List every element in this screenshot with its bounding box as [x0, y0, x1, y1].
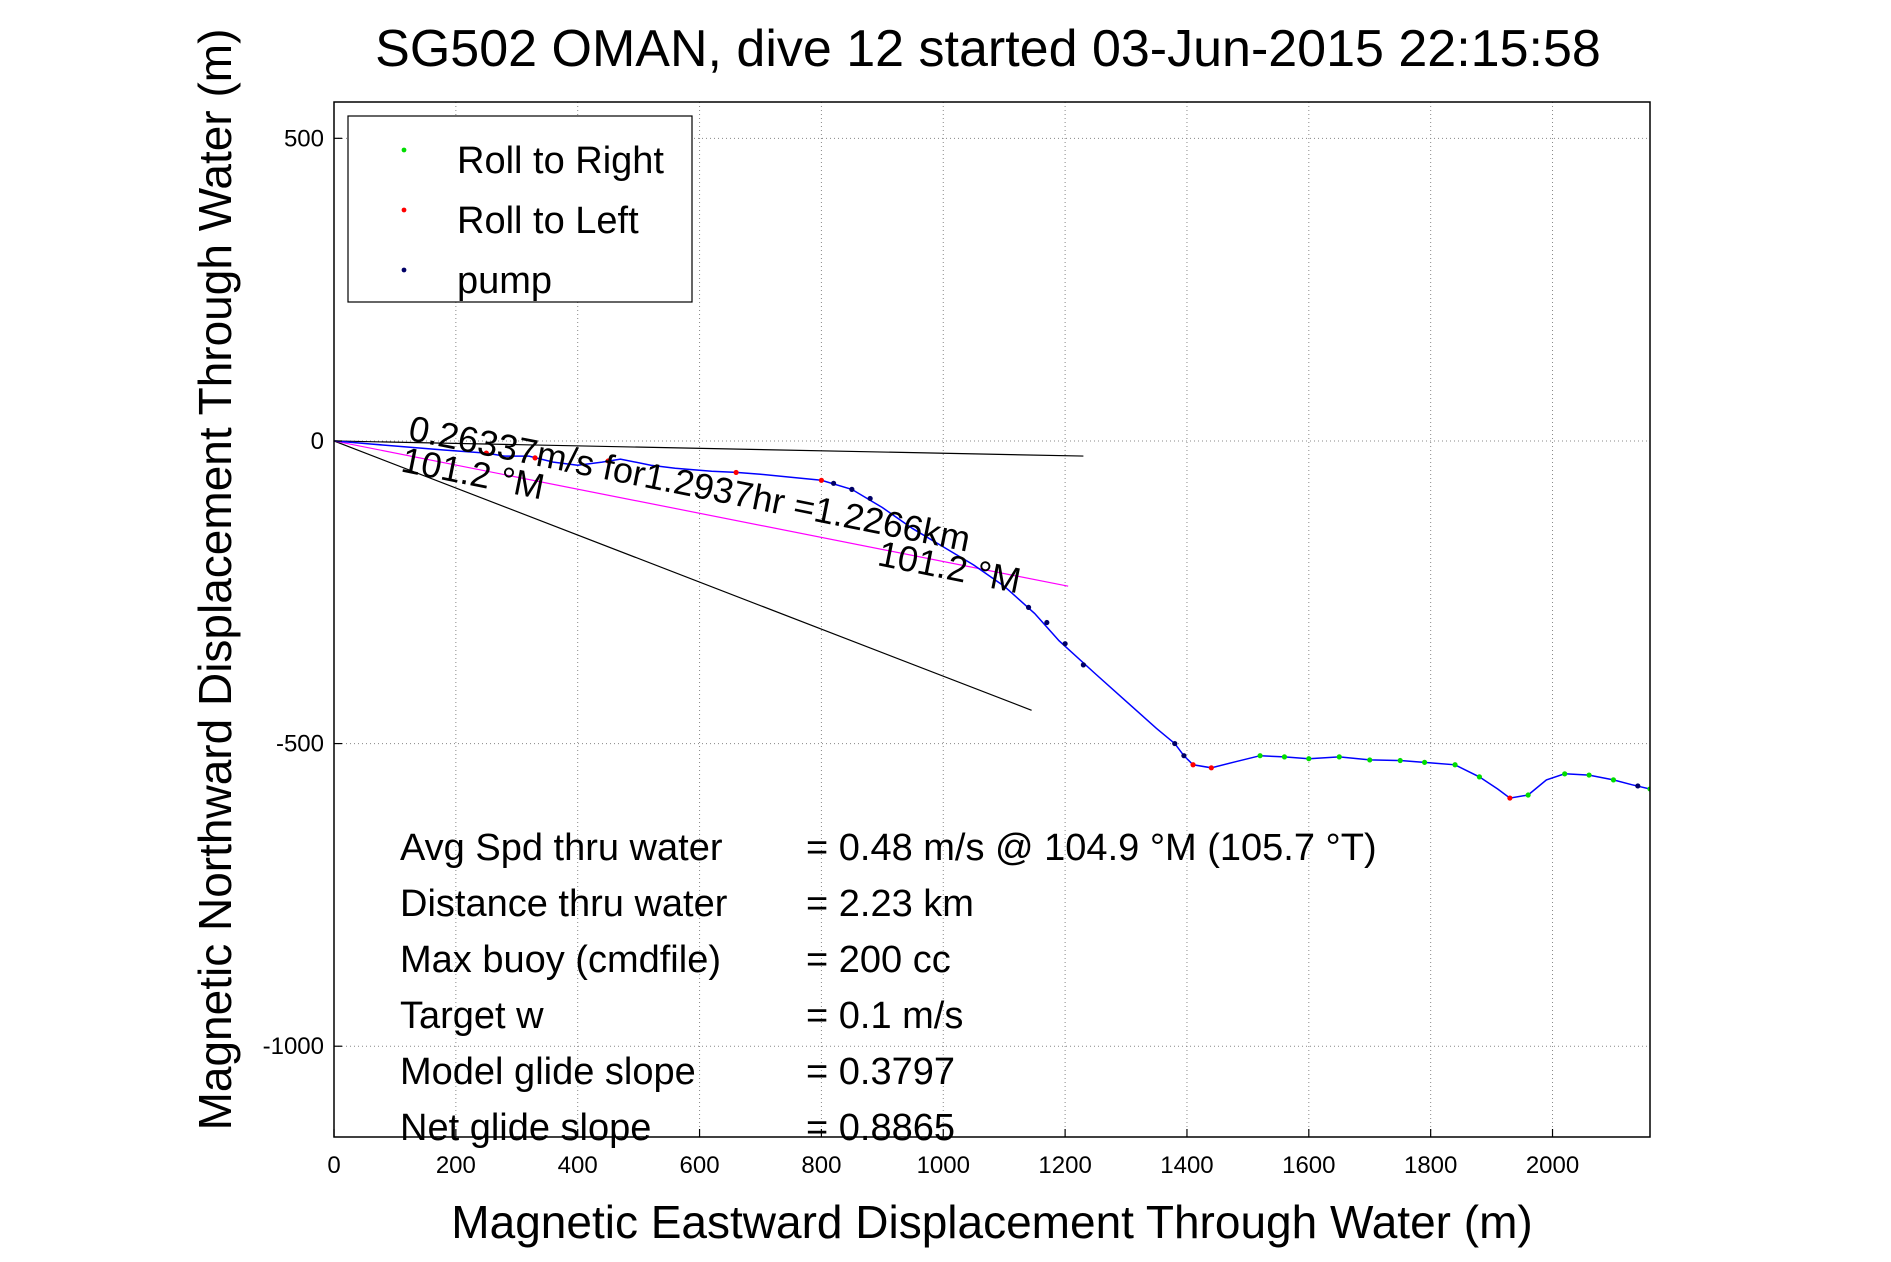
dive-statistics: Avg Spd thru water = 0.48 m/s @ 104.9 °M … [400, 827, 1377, 1149]
x-tick-label: 400 [558, 1152, 598, 1179]
pump-marker [849, 486, 855, 492]
roll-right-marker [1525, 792, 1531, 798]
pump-marker [1172, 740, 1178, 747]
roll-right-marker [1452, 762, 1458, 768]
roll-right-marker [1257, 753, 1263, 759]
roll-left-marker [483, 450, 489, 456]
stat-label: Target w [400, 995, 544, 1037]
legend-swatch [401, 207, 407, 213]
x-tick-label: 1600 [1282, 1152, 1335, 1179]
roll-left-marker [1208, 765, 1214, 771]
pump-marker [1181, 753, 1187, 759]
stat-value: = 0.1 m/s [806, 995, 963, 1037]
pump-marker [1062, 641, 1068, 647]
roll-right-marker [1397, 757, 1403, 764]
roll-right-marker [1336, 754, 1342, 760]
roll-left-marker [733, 469, 739, 476]
pump-marker [1044, 619, 1050, 626]
x-tick-label: 800 [801, 1152, 841, 1179]
roll-left-marker [605, 458, 611, 464]
x-tick-label: 2000 [1526, 1152, 1579, 1179]
roll-left-marker [818, 477, 825, 483]
reference-line-current [334, 440, 1084, 457]
stat-label: Max buoy (cmdfile) [400, 939, 721, 981]
y-tick-label: -500 [276, 731, 324, 758]
roll-left-marker [532, 455, 538, 461]
chart-title: SG502 OMAN, dive 12 started 03-Jun-2015 … [375, 20, 1601, 78]
roll-right-marker [1476, 774, 1483, 780]
track-markers [483, 450, 1650, 801]
x-tick-label: 600 [680, 1152, 720, 1179]
pump-marker [1635, 783, 1641, 789]
x-tick-label: 200 [436, 1152, 476, 1179]
reference-lines [334, 440, 1084, 711]
x-tick-label: 1000 [917, 1152, 970, 1179]
stat-value: = 200 cc [806, 939, 951, 981]
y-tick-label: -1000 [263, 1033, 324, 1060]
legend: Roll to Right Roll to Left pump [347, 115, 693, 303]
y-axis-label: Magnetic Northward Displacement Through … [189, 29, 241, 1131]
y-ticks: 500 0 -500 -1000 [263, 125, 342, 1060]
x-tick-label: 1800 [1404, 1152, 1457, 1179]
roll-right-marker [1421, 759, 1428, 765]
legend-swatch [401, 267, 407, 273]
roll-right-marker [1281, 754, 1288, 760]
roll-left-marker [1190, 762, 1196, 768]
x-tick-label: 0 [327, 1152, 340, 1179]
roll-left-marker [1507, 795, 1513, 801]
pump-marker [830, 480, 837, 486]
x-tick-label: 1200 [1038, 1152, 1091, 1179]
x-tick-label: 1400 [1160, 1152, 1213, 1179]
stat-value: = 0.48 m/s @ 104.9 °M (105.7 °T) [806, 827, 1377, 869]
pump-marker [1080, 662, 1086, 668]
stat-label: Avg Spd thru water [400, 827, 723, 869]
legend-label: Roll to Left [457, 200, 639, 242]
roll-right-marker [1562, 771, 1568, 777]
roll-right-marker [1610, 777, 1617, 783]
glider-track [334, 440, 1650, 799]
stat-value: = 0.3797 [806, 1051, 955, 1093]
stat-label: Net glide slope [400, 1107, 651, 1149]
roll-right-marker [1586, 772, 1592, 778]
legend-label: Roll to Right [457, 140, 664, 182]
x-ticks: 0 200 400 600 800 1000 1200 1400 1600 1800 2000 [327, 1129, 1579, 1179]
reference-line-average [334, 440, 1069, 587]
roll-right-marker [1306, 756, 1312, 762]
grid-lines [334, 102, 1650, 1137]
roll-right-marker [1367, 757, 1373, 763]
y-tick-label: 500 [284, 125, 324, 152]
stat-label: Distance thru water [400, 883, 728, 925]
x-axis-label: Magnetic Eastward Displacement Through W… [451, 1196, 1532, 1248]
y-tick-label: 0 [311, 428, 324, 455]
stat-value: = 0.8865 [806, 1107, 955, 1149]
pump-marker [867, 495, 873, 502]
pump-marker [1025, 604, 1032, 610]
legend-label: pump [457, 260, 552, 302]
legend-swatch [401, 147, 407, 153]
stat-label: Model glide slope [400, 1051, 696, 1093]
axes-box [333, 101, 1651, 1138]
reference-line-heading [334, 440, 1032, 711]
stat-value: = 2.23 km [806, 883, 974, 925]
